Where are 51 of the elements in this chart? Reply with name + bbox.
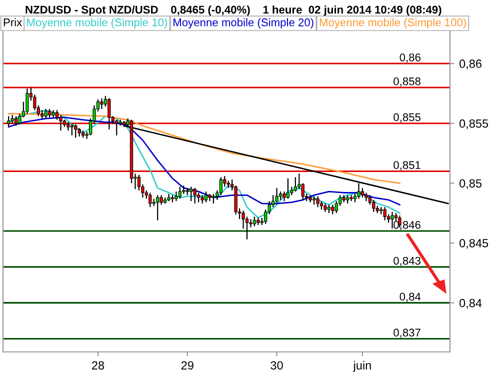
candlestick [70, 122, 74, 136]
candlestick [178, 186, 182, 200]
candlestick [160, 194, 163, 206]
y-tick-label: 0,845 [459, 239, 488, 249]
x-tick-label: 30 [270, 361, 283, 370]
x-tick-label: 29 [181, 361, 194, 370]
candlestick [383, 206, 386, 221]
candlestick [282, 190, 286, 202]
candlestick [174, 190, 178, 202]
candlestick [193, 187, 196, 204]
candlestick [219, 176, 222, 196]
text: Prix [4, 18, 22, 26]
candlestick [44, 108, 48, 120]
candlestick [252, 216, 256, 227]
ref-line-label: 0,855 [394, 113, 420, 122]
ref-line-label: 0,837 [394, 328, 420, 338]
y-tick-label: 0,855 [459, 119, 488, 130]
x-tick-label: 28 [92, 361, 104, 370]
candlestick [357, 182, 360, 200]
candlestick [7, 116, 10, 128]
candlestick [264, 208, 268, 224]
text: Moyenne mobile (Simple 100) [320, 18, 466, 28]
candlestick [204, 190, 208, 203]
x-tick-label: juin [352, 360, 371, 372]
candlestick [100, 98, 104, 110]
text: Moyenne mobile (Simple 10) [27, 18, 167, 28]
y-tick-label: 0,85 [459, 179, 482, 189]
candlestick [196, 192, 200, 203]
candlestick [148, 192, 152, 208]
ref-line-label: 0,84 [400, 292, 421, 302]
candlestick [360, 187, 364, 198]
candlestick [286, 178, 290, 200]
candlestick [294, 176, 297, 192]
candlestick [390, 211, 394, 230]
text: Moyenne mobile (Simple 20) [174, 18, 314, 28]
ref-line-label: 0,858 [394, 77, 420, 87]
candlestick [331, 204, 334, 215]
candlestick [190, 186, 193, 202]
candlestick [372, 199, 376, 212]
candlestick [212, 193, 216, 204]
chart-title: NZDUSD - Spot NZD/USD 0,8465 (-0,40%) 1 heure 02 juin 2014 10:49 (08:49) [26, 5, 442, 16]
ref-line-label: 0,851 [394, 161, 420, 170]
ref-line-label: 0,843 [394, 256, 420, 266]
y-tick-label: 0,84 [459, 298, 482, 309]
candlestick [26, 88, 29, 114]
candlestick [156, 194, 160, 221]
candlestick [316, 196, 320, 208]
candlestick [275, 187, 278, 204]
y-tick-label: 0,86 [459, 60, 482, 70]
ref-line-label: 0,846 [394, 220, 420, 230]
ref-line-label: 0,86 [400, 53, 420, 63]
